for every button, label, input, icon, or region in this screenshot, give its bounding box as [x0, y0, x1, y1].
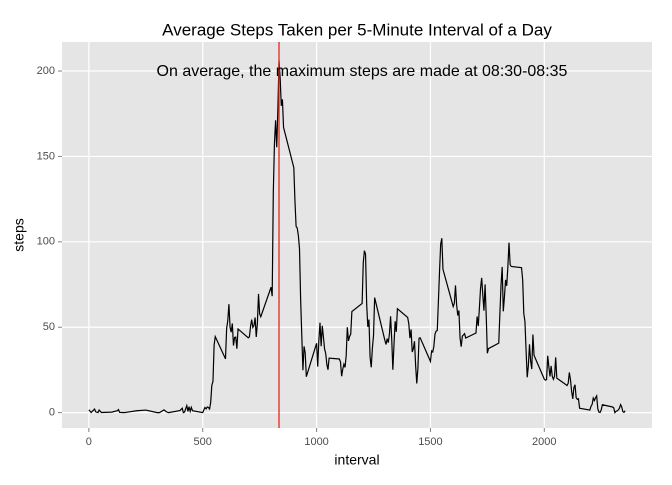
y-tick-label: 200: [37, 65, 55, 77]
y-axis-label: steps: [11, 218, 27, 251]
y-tick-label: 100: [37, 236, 55, 248]
x-tick-label: 1000: [304, 436, 328, 448]
y-tick-label: 150: [37, 150, 55, 162]
y-tick-label: 0: [49, 407, 55, 419]
x-axis-label: interval: [334, 452, 379, 468]
y-tick-label: 50: [43, 321, 55, 333]
x-tick-label: 2000: [532, 436, 556, 448]
annotation: On average, the maximum steps are made a…: [157, 63, 568, 80]
chart-title: Average Steps Taken per 5-Minute Interva…: [162, 20, 552, 39]
x-tick-label: 500: [194, 436, 212, 448]
data-line: [88, 60, 626, 414]
plot-panel: [62, 42, 652, 428]
x-tick-label: 0: [86, 436, 92, 448]
x-tick-label: 1500: [418, 436, 442, 448]
